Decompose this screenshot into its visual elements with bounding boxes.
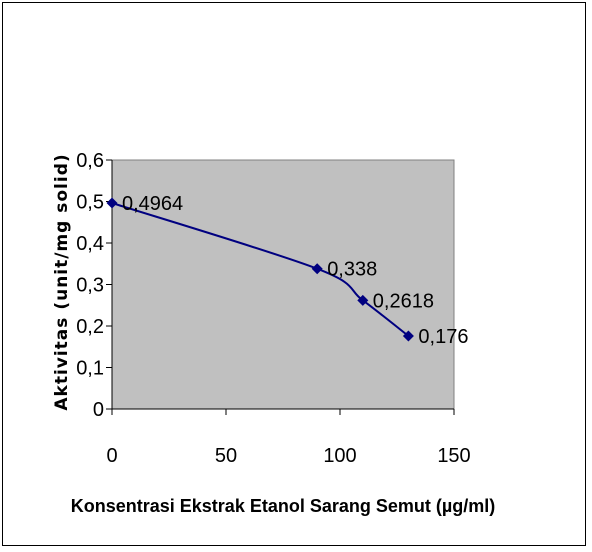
x-axis-title: Konsentrasi Ekstrak Etanol Sarang Semut … <box>71 496 495 516</box>
x-tick-label: 150 <box>437 445 470 467</box>
data-label: 0,4964 <box>122 193 183 215</box>
data-label: 0,338 <box>327 259 377 281</box>
y-tick-label: 0,6 <box>76 150 104 172</box>
data-label: 0,176 <box>418 326 468 348</box>
y-tick-label: 0,3 <box>76 275 104 297</box>
data-point-marker <box>357 294 369 306</box>
x-axis: 0 50 100 150 <box>106 408 471 467</box>
data-point-marker <box>311 263 323 275</box>
data-point-marker <box>402 330 414 342</box>
series: 0,4964 0,338 0,2618 0,176 <box>106 193 468 348</box>
x-tick-label: 50 <box>215 445 237 467</box>
y-axis-title: Aktivitas (unit/mg solid) <box>52 153 72 410</box>
x-tick-label: 0 <box>106 445 117 467</box>
y-tick-label: 0,5 <box>76 192 104 214</box>
y-tick-label: 0,4 <box>76 233 104 255</box>
y-tick-label: 0 <box>93 399 104 421</box>
plot-area <box>111 159 455 410</box>
data-label: 0,2618 <box>373 290 434 312</box>
series-line <box>111 202 410 337</box>
data-point-marker <box>106 197 118 209</box>
y-axis: 0 0,1 0,2 0,3 0,4 0,5 0,6 <box>76 150 113 421</box>
y-tick-label: 0,2 <box>76 316 104 338</box>
x-tick-label: 100 <box>323 445 356 467</box>
y-tick-label: 0,1 <box>76 358 104 380</box>
